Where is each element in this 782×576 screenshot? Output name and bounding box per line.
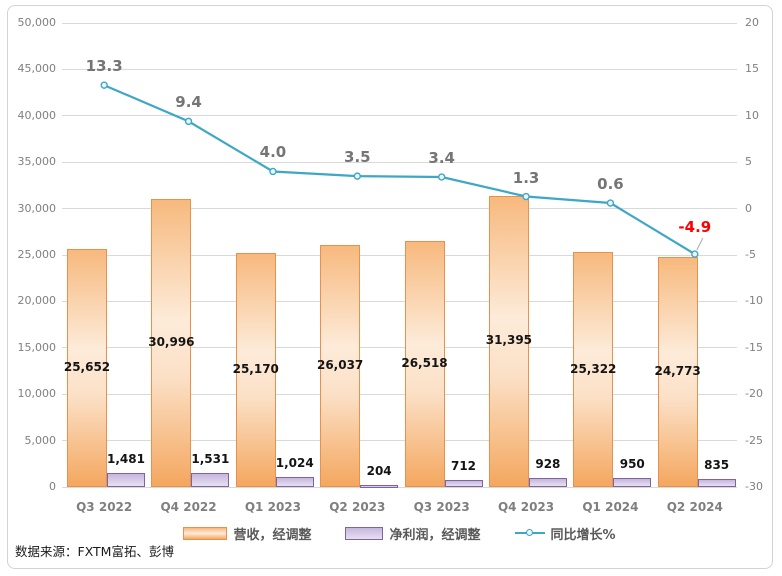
right-axis-tick-label: 15 xyxy=(745,62,759,76)
profit-bar-label: 1,481 xyxy=(107,452,145,467)
profit-bar xyxy=(613,478,652,487)
legend-swatch-revenue xyxy=(183,526,228,540)
growth-point-label: -4.9 xyxy=(678,218,712,237)
category-label: Q4 2023 xyxy=(497,500,555,514)
legend-label: 净利润，经调整 xyxy=(389,527,481,543)
revenue-bar-label: 24,773 xyxy=(654,364,701,379)
category-label: Q2 2023 xyxy=(329,500,386,514)
revenue-bar-label: 31,395 xyxy=(485,333,533,348)
source-note: 数据来源：FXTM富拓、彭博 xyxy=(15,544,174,559)
left-axis-tick-label: 45,000 xyxy=(17,62,57,76)
category-label: Q2 2024 xyxy=(666,500,723,514)
legend-item: 同比增长% xyxy=(514,524,616,543)
left-axis-tick-label: 35,000 xyxy=(17,155,57,169)
profit-bar xyxy=(528,478,567,487)
legend-item: 净利润，经调整 xyxy=(345,524,481,543)
right-axis-tick-label: 0 xyxy=(745,201,752,215)
gridline xyxy=(62,68,737,70)
profit-bar xyxy=(360,485,399,489)
right-axis-tick-label: 20 xyxy=(745,16,759,29)
right-axis-tick-label: -25 xyxy=(745,433,763,447)
profit-bar-label: 204 xyxy=(366,464,392,479)
category-label: Q3 2022 xyxy=(76,500,133,514)
legend-swatch-profit xyxy=(345,526,384,540)
profit-bar xyxy=(444,480,483,487)
legend-label: 营收，经调整 xyxy=(233,527,312,543)
growth-point-label: 4.0 xyxy=(259,143,287,162)
left-axis-tick-label: 50,000 xyxy=(17,16,57,29)
left-axis-tick-label: 10,000 xyxy=(17,387,57,401)
revenue-bar xyxy=(404,240,445,487)
right-axis-tick-label: 5 xyxy=(745,155,752,169)
revenue-bar xyxy=(657,257,698,487)
left-axis-tick-label: 20,000 xyxy=(17,294,57,308)
category-label: Q4 2022 xyxy=(160,500,217,514)
legend-swatch-growth xyxy=(514,529,545,536)
growth-point-label: 1.3 xyxy=(512,168,540,187)
right-axis-tick-label: -10 xyxy=(745,294,763,308)
growth-point-label: 0.6 xyxy=(597,175,624,194)
legend-label: 同比增长% xyxy=(550,527,616,543)
revenue-bar-label: 25,170 xyxy=(232,362,279,377)
profit-bar xyxy=(191,472,230,487)
profit-bar-label: 950 xyxy=(619,457,645,472)
profit-bar xyxy=(107,473,145,487)
profit-bar-label: 1,024 xyxy=(275,456,314,471)
legend-item: 营收，经调整 xyxy=(183,524,311,543)
revenue-bar-label: 26,037 xyxy=(316,358,364,373)
revenue-bar-label: 30,996 xyxy=(148,335,195,350)
profit-bar-label: 1,531 xyxy=(191,451,230,466)
left-axis-tick-label: 5,000 xyxy=(24,433,57,447)
growth-point-label: 3.5 xyxy=(344,148,371,167)
profit-bar-label: 928 xyxy=(535,457,561,472)
profit-bar-label: 835 xyxy=(704,458,730,473)
legend: 营收，经调整 净利润，经调整 同比增长% xyxy=(62,524,737,543)
revenue-bar xyxy=(573,252,614,487)
revenue-bar-label: 25,652 xyxy=(63,359,111,374)
category-label: Q1 2024 xyxy=(582,500,639,514)
profit-bar xyxy=(275,477,314,487)
left-axis-tick-label: 0 xyxy=(49,480,56,493)
gridline xyxy=(62,440,737,442)
gridline xyxy=(62,393,737,395)
revenue-bar xyxy=(67,248,107,487)
revenue-bar-label: 26,518 xyxy=(401,355,448,370)
growth-point-label: 13.3 xyxy=(85,57,123,76)
right-axis-tick-label: -15 xyxy=(745,340,763,354)
revenue-bar xyxy=(235,253,276,487)
category-label: Q3 2023 xyxy=(413,500,470,514)
gridline xyxy=(62,161,737,163)
profit-bar xyxy=(697,479,736,487)
gridline xyxy=(62,347,737,349)
right-axis-tick-label: 10 xyxy=(745,108,759,122)
right-axis-tick-label: -30 xyxy=(745,480,763,493)
left-axis-tick-label: 30,000 xyxy=(17,201,57,215)
revenue-bar-label: 25,322 xyxy=(570,361,617,376)
profit-bar-label: 712 xyxy=(450,459,477,474)
category-label: Q1 2023 xyxy=(244,500,301,514)
growth-point-label: 9.4 xyxy=(175,93,202,112)
right-axis-tick-label: -20 xyxy=(745,387,763,401)
gridline xyxy=(62,300,737,302)
left-axis-tick-label: 40,000 xyxy=(17,108,57,122)
left-axis-tick-label: 15,000 xyxy=(17,340,57,354)
gridline xyxy=(62,22,737,24)
left-axis-tick-label: 25,000 xyxy=(17,248,57,261)
right-axis-tick-label: -5 xyxy=(745,248,756,261)
growth-point-label: 3.4 xyxy=(428,149,455,168)
gridline xyxy=(62,115,737,117)
gridline xyxy=(62,486,737,488)
